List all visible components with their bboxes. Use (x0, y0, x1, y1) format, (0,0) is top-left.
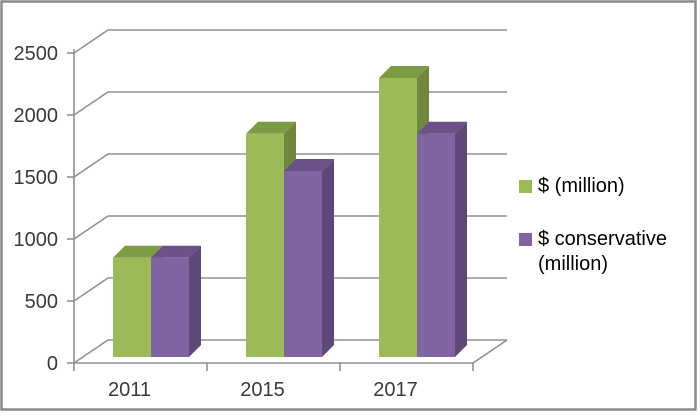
bar-2011-conservative-million (151, 257, 189, 357)
x-axis-label-2015: 2015 (240, 379, 285, 401)
y-axis-label-2500: 2500 (14, 43, 59, 65)
bar-2017-conservative-million (417, 133, 455, 357)
gridline-slant-1000 (73, 215, 109, 240)
y-axis-label-0: 0 (47, 353, 58, 375)
y-axis-label-1500: 1500 (14, 167, 59, 189)
floor-right-edge (472, 339, 508, 364)
bar-2015-conservative-million-side (322, 159, 334, 357)
bar-2011-million (113, 257, 151, 357)
bar-2017-conservative-million-top (417, 121, 467, 134)
y-axis-label-2000: 2000 (14, 105, 59, 127)
x-axis-label-2011: 2011 (108, 379, 151, 401)
gridline-slant-2000 (73, 91, 109, 116)
gridline-slant-2500 (73, 29, 109, 54)
bar-2017-million (379, 78, 417, 357)
legend-swatch-green (519, 180, 532, 193)
legend-label-dollars-conservative-million: $ conservative (million) (538, 228, 667, 275)
bar-2011-conservative-million-side (189, 245, 201, 357)
bar-2011-conservative-million-top (151, 245, 201, 258)
y-axis-label-500: 500 (25, 291, 58, 313)
gridline-slant-1500 (73, 153, 109, 178)
gridline-slant-500 (73, 277, 109, 302)
chart-legend: $ (million) $ conservative (million) (519, 174, 695, 277)
legend-swatch-purple (519, 233, 532, 246)
bar-2015-million (246, 133, 284, 357)
bar-2015-conservative-million (284, 171, 322, 357)
bar-2015-conservative-million-top (284, 159, 334, 171)
chart-frame (0, 0, 697, 411)
bar-2017-million-top (379, 66, 429, 78)
bar-2011-million-top (113, 245, 163, 258)
gridline-slant-0 (73, 339, 109, 364)
legend-label-dollars-million: $ (million) (538, 175, 625, 197)
x-axis-label-2017: 2017 (373, 379, 418, 401)
legend-item-dollars-million: $ (million) (519, 174, 695, 199)
y-axis-label-1000: 1000 (14, 229, 59, 251)
legend-item-dollars-conservative-million: $ conservative (million) (519, 227, 695, 277)
bar-2017-conservative-million-side (455, 121, 467, 357)
bar-2015-million-top (246, 121, 296, 134)
